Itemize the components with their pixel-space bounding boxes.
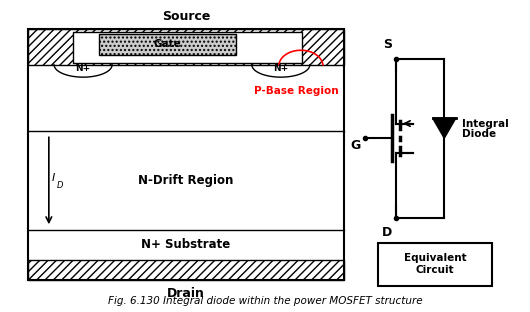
Bar [28, 260, 344, 280]
Text: P-Base Region: P-Base Region [254, 86, 339, 96]
Text: Drain: Drain [167, 287, 205, 300]
Bar [378, 243, 492, 286]
Text: Equivalent
Circuit: Equivalent Circuit [404, 253, 466, 275]
Text: Source: Source [162, 10, 210, 23]
Bar [73, 32, 302, 63]
Text: Integral: Integral [462, 119, 509, 129]
Text: D: D [382, 226, 392, 239]
Text: N+: N+ [75, 64, 91, 73]
Bar [28, 29, 344, 65]
Text: N+ Substrate: N+ Substrate [142, 238, 231, 251]
Text: G: G [350, 139, 361, 153]
Bar [28, 29, 344, 280]
Bar [99, 34, 236, 55]
Text: S: S [383, 38, 392, 51]
Text: I: I [51, 173, 55, 183]
Text: N+: N+ [273, 64, 288, 73]
Polygon shape [432, 118, 456, 138]
Text: Fig. 6.130 Integral diode within the power MOSFET structure: Fig. 6.130 Integral diode within the pow… [108, 296, 422, 306]
Text: N-Drift Region: N-Drift Region [138, 174, 234, 187]
Text: Diode: Diode [462, 129, 496, 139]
Text: Gate: Gate [154, 39, 181, 49]
Text: D: D [57, 181, 63, 190]
